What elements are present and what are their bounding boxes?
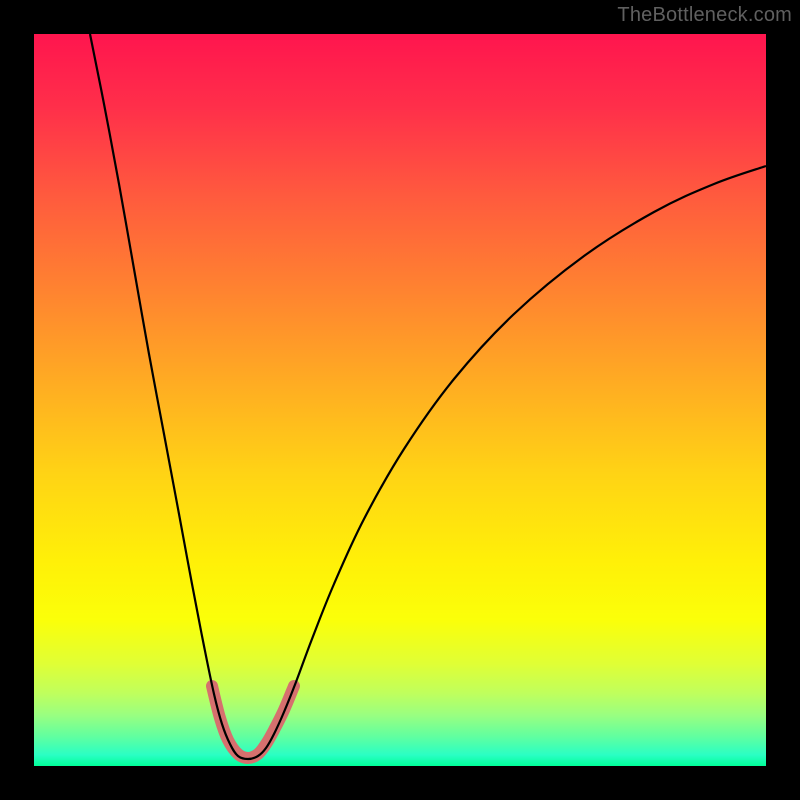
- v-curve: [90, 34, 766, 759]
- watermark-text: TheBottleneck.com: [617, 4, 792, 27]
- plot-area: [34, 34, 766, 766]
- chart-frame: TheBottleneck.com: [0, 0, 800, 800]
- marker-band: [212, 686, 294, 758]
- curve-layer: [34, 34, 766, 766]
